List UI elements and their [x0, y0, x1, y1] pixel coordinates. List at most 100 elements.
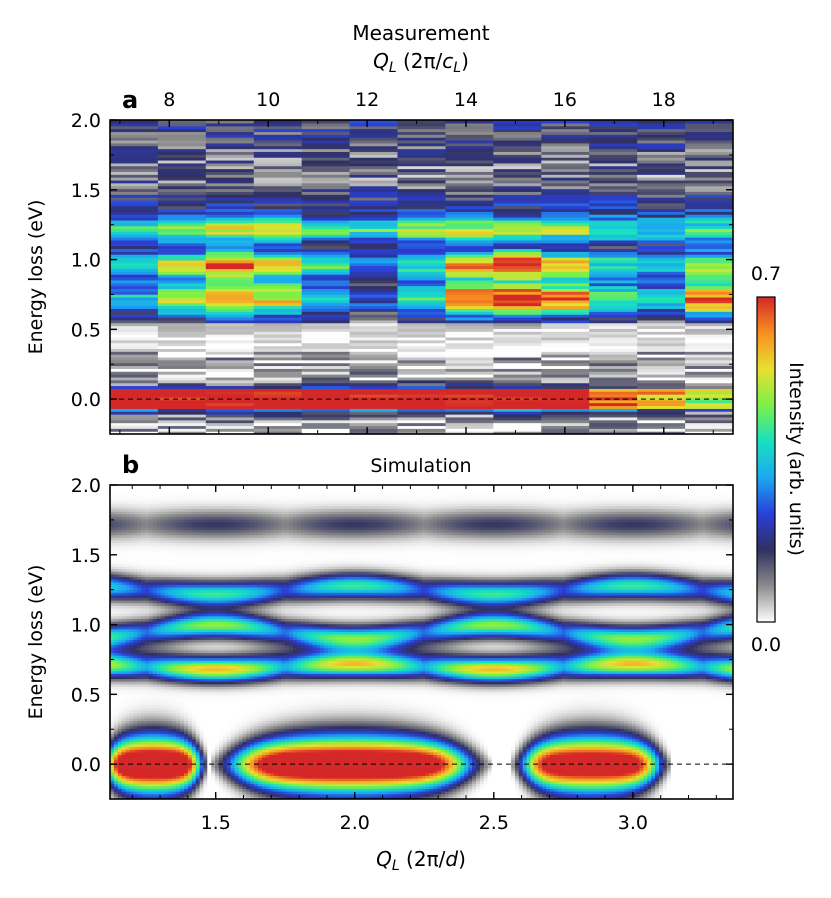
- heatmap-cell: [121, 566, 127, 570]
- heatmap-cell: [187, 547, 193, 551]
- heatmap-cell: [219, 542, 224, 546]
- heatmap-cell: [541, 234, 590, 238]
- heatmap-cell: [191, 568, 197, 572]
- heatmap-cell: [195, 574, 201, 578]
- heatmap-cell: [117, 553, 123, 557]
- heatmap-cell: [110, 431, 159, 434]
- heatmap-cell: [397, 325, 446, 329]
- heatmap-cell: [172, 639, 177, 643]
- heatmap-cell: [145, 676, 150, 680]
- heatmap-cell: [172, 788, 177, 792]
- heatmap-cell: [301, 231, 351, 235]
- heatmap-cell: [589, 294, 638, 298]
- heatmap-cell: [129, 516, 134, 520]
- heatmap-cell: [121, 618, 127, 622]
- heatmap-cell: [203, 529, 208, 533]
- heatmap-cell: [113, 589, 119, 593]
- heatmap-cell: [493, 254, 542, 258]
- heatmap-cell: [137, 720, 142, 724]
- heatmap-cell: [301, 419, 351, 424]
- heatmap-cell: [148, 579, 154, 583]
- heatmap-cell: [541, 145, 590, 150]
- heatmap-cell: [397, 382, 446, 387]
- heatmap-cell: [113, 508, 119, 512]
- heatmap-cell: [195, 683, 201, 688]
- heatmap-cell: [219, 516, 224, 520]
- heatmap-cell: [203, 683, 208, 688]
- heatmap-cell: [110, 710, 115, 714]
- heatmap-cell: [156, 665, 162, 669]
- heatmap-cell: [168, 689, 173, 693]
- heatmap-cell: [445, 185, 494, 190]
- heatmap-cell: [205, 259, 255, 264]
- heatmap-cell: [110, 399, 159, 404]
- heatmap-cell: [172, 628, 177, 633]
- heatmap-cell: [205, 219, 255, 224]
- heatmap-cell: [180, 602, 185, 606]
- heatmap-cell: [113, 636, 119, 640]
- heatmap-cell: [541, 391, 590, 395]
- heatmap-cell: [176, 796, 181, 799]
- heatmap-cell: [219, 587, 224, 591]
- heatmap-cell: [199, 731, 204, 735]
- heatmap-cell: [301, 319, 351, 324]
- heatmap-cell: [205, 271, 255, 275]
- heatmap-cell: [172, 725, 177, 729]
- heatmap-cell: [203, 537, 208, 541]
- heatmap-cell: [125, 770, 130, 774]
- heatmap-cell: [589, 162, 638, 167]
- heatmap-cell: [129, 621, 134, 625]
- heatmap-cell: [110, 228, 159, 232]
- heatmap-cell: [541, 188, 590, 192]
- heatmap-cell: [172, 576, 177, 580]
- heatmap-cell: [180, 560, 185, 565]
- heatmap-cell: [113, 600, 119, 604]
- heatmap-cell: [211, 741, 216, 745]
- heatmap-cell: [541, 274, 590, 278]
- heatmap-cell: [110, 513, 115, 517]
- heatmap-cell: [215, 702, 220, 706]
- heatmap-cell: [156, 532, 162, 536]
- heatmap-cell: [685, 125, 733, 130]
- heatmap-cell: [203, 492, 208, 497]
- heatmap-cell: [205, 339, 255, 344]
- heatmap-cell: [156, 652, 162, 656]
- heatmap-cell: [157, 231, 207, 235]
- heatmap-cell: [117, 754, 123, 758]
- heatmap-cell: [205, 365, 255, 369]
- heatmap-cell: [117, 516, 123, 520]
- heatmap-cell: [121, 563, 127, 567]
- heatmap-cell: [121, 791, 127, 795]
- heatmap-cell: [152, 767, 158, 771]
- heatmap-cell: [168, 613, 173, 617]
- heatmap-cell: [110, 621, 115, 625]
- heatmap-cell: [164, 694, 169, 698]
- heatmap-cell: [541, 160, 590, 164]
- heatmap-cell: [164, 715, 169, 719]
- heatmap-cell: [589, 208, 638, 212]
- heatmap-cell: [137, 563, 142, 567]
- heatmap-cell: [219, 649, 224, 654]
- heatmap-cell: [172, 485, 177, 489]
- heatmap-cell: [176, 576, 181, 580]
- heatmap-cell: [493, 308, 542, 312]
- heatmap-cell: [137, 717, 142, 722]
- heatmap-cell: [157, 274, 207, 278]
- heatmap-cell: [113, 532, 119, 536]
- heatmap-cell: [397, 308, 446, 312]
- heatmap-cell: [176, 673, 181, 677]
- heatmap-cell: [215, 558, 220, 562]
- heatmap-cell: [493, 411, 542, 415]
- heatmap-cell: [187, 694, 193, 698]
- heatmap-cell: [145, 576, 150, 580]
- heatmap-cell: [589, 374, 638, 378]
- heatmap-cell: [219, 615, 224, 619]
- heatmap-cell: [176, 717, 181, 722]
- heatmap-cell: [117, 676, 123, 680]
- heatmap-cell: [168, 526, 173, 531]
- heatmap-cell: [113, 602, 119, 606]
- heatmap-cell: [180, 526, 185, 531]
- heatmap-cell: [203, 600, 208, 604]
- heatmap-cell: [205, 188, 255, 192]
- heatmap-cell: [199, 563, 204, 567]
